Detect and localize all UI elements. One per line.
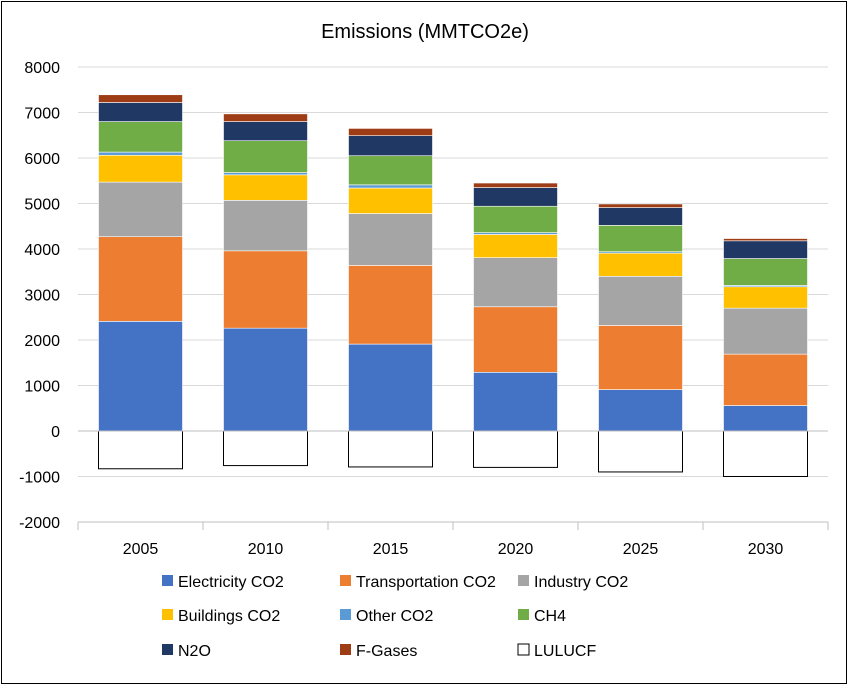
chart-title: Emissions (MMTCO2e) <box>321 21 529 43</box>
y-tick-label-0: 8000 <box>24 60 60 77</box>
legend-swatch-3 <box>162 609 173 620</box>
bar-2005-series-1 <box>98 236 183 322</box>
legend-swatch-1 <box>340 575 351 586</box>
bar-2010-series-0 <box>223 327 308 432</box>
bar-2020-series-5 <box>473 205 558 233</box>
bar-2005-series-3 <box>98 154 183 183</box>
bar-2025-series-5 <box>598 225 683 253</box>
y-tick-label-9: -1000 <box>19 470 60 487</box>
bar-2030-series-2 <box>723 307 808 355</box>
x-tick-label-2015: 2015 <box>373 541 409 558</box>
bar-2030-series-0 <box>723 405 808 432</box>
bar-2020-series-0 <box>473 372 558 432</box>
legend: Electricity CO2 Transportation CO2 Industr… <box>162 574 628 660</box>
bar-2030-series-8 <box>723 430 808 477</box>
legend-label-3: Buildings CO2 <box>178 608 280 625</box>
bar-2015-series-6 <box>348 135 433 157</box>
bar-2005-series-2 <box>98 181 183 238</box>
bar-2010-series-4 <box>223 172 308 176</box>
bar-2005-series-8 <box>98 430 183 470</box>
y-tick-label-2: 6000 <box>24 151 60 168</box>
bar-2010-series-5 <box>223 140 308 173</box>
bar-2020-series-6 <box>473 187 558 207</box>
x-tick-label-2010: 2010 <box>248 541 284 558</box>
bar-2020-series-8 <box>473 430 558 468</box>
legend-swatch-5 <box>518 609 529 620</box>
bar-2025-series-3 <box>598 252 683 277</box>
y-tick-label-7: 1000 <box>24 379 60 396</box>
bar-2005-series-7 <box>98 94 183 103</box>
bar-2005-series-5 <box>98 121 183 153</box>
bars <box>98 94 808 477</box>
bar-2025-series-8 <box>598 430 683 473</box>
x-tick-label-2025: 2025 <box>623 541 659 558</box>
y-tick-label-1: 7000 <box>24 106 60 123</box>
y-tick-label-4: 4000 <box>24 242 60 259</box>
bar-2020-series-3 <box>473 234 558 258</box>
legend-swatch-6 <box>162 644 173 655</box>
y-tick-label-8: 0 <box>51 424 60 441</box>
y-tick-label-6: 2000 <box>24 333 60 350</box>
bar-2010-series-1 <box>223 250 308 329</box>
legend-swatch-4 <box>340 609 351 620</box>
bar-2010-series-2 <box>223 200 308 252</box>
bar-2005-series-4 <box>98 151 183 156</box>
legend-swatch-2 <box>518 575 529 586</box>
gridlines <box>78 66 828 523</box>
x-tick-label-2005: 2005 <box>123 541 159 558</box>
x-axis: 2005 2010 2015 2020 2025 2030 <box>77 430 829 558</box>
legend-label-1: Transportation CO2 <box>356 574 496 591</box>
legend-label-2: Industry CO2 <box>534 574 628 591</box>
x-tick-label-2020: 2020 <box>498 541 534 558</box>
bar-2020-series-7 <box>473 182 558 188</box>
bar-2030-series-5 <box>723 258 808 286</box>
legend-label-7: F-Gases <box>356 643 417 660</box>
legend-swatch-0 <box>162 575 173 586</box>
y-axis-ticks: 8000 7000 6000 5000 4000 3000 2000 1000 0 -1000 -2… <box>19 60 60 532</box>
legend-label-5: CH4 <box>534 608 566 625</box>
legend-swatch-7 <box>340 644 351 655</box>
y-tick-label-3: 5000 <box>24 197 60 214</box>
bar-2025-series-0 <box>598 389 683 432</box>
bar-2005-series-0 <box>98 321 183 432</box>
bar-2015-series-0 <box>348 343 433 432</box>
bar-2015-series-4 <box>348 184 433 189</box>
bar-2010-series-7 <box>223 113 308 122</box>
bar-2030-series-3 <box>723 286 808 309</box>
bar-2020-series-1 <box>473 306 558 373</box>
bar-2025-series-6 <box>598 207 683 226</box>
bar-2015-series-2 <box>348 213 433 266</box>
bar-2010-series-3 <box>223 174 308 201</box>
bar-2015-series-1 <box>348 265 433 345</box>
bar-2030-series-6 <box>723 240 808 259</box>
bar-2005-series-6 <box>98 102 183 122</box>
y-tick-label-10: -2000 <box>19 515 60 532</box>
bar-2015-series-8 <box>348 430 433 468</box>
bar-2030-series-1 <box>723 353 808 406</box>
legend-label-0: Electricity CO2 <box>178 574 284 591</box>
bar-2015-series-3 <box>348 187 433 214</box>
legend-label-6: N2O <box>178 643 211 660</box>
bar-2030-series-7 <box>723 238 808 242</box>
bar-2025-series-1 <box>598 325 683 390</box>
bar-2015-series-5 <box>348 155 433 186</box>
x-tick-label-2030: 2030 <box>748 541 784 558</box>
bar-2010-series-6 <box>223 121 308 142</box>
legend-label-8: LULUCF <box>534 643 596 660</box>
bar-2015-series-7 <box>348 128 433 137</box>
legend-swatch-8 <box>517 643 530 656</box>
bar-2010-series-8 <box>223 430 308 467</box>
bar-2025-series-7 <box>598 203 683 208</box>
bar-2020-series-2 <box>473 257 558 308</box>
y-tick-label-5: 3000 <box>24 288 60 305</box>
bar-2025-series-2 <box>598 275 683 326</box>
legend-label-4: Other CO2 <box>356 608 433 625</box>
